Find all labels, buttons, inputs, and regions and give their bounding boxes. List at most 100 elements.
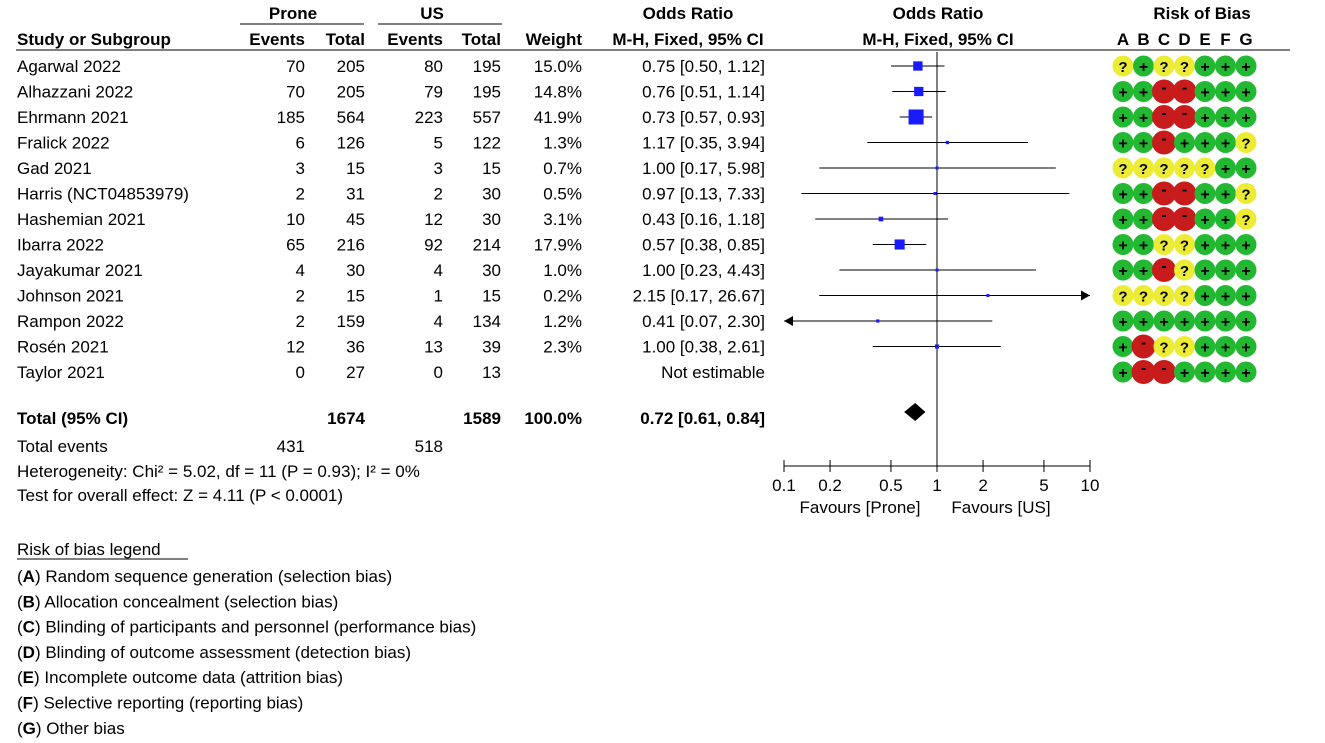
rob-symbol: + xyxy=(1221,161,1230,178)
col-events-1: Events xyxy=(249,30,305,49)
low-risk-dot xyxy=(1235,55,1257,77)
rob-symbol: - xyxy=(1141,335,1146,352)
unclear-risk-dot xyxy=(1174,157,1195,179)
x-tick-label: 2 xyxy=(978,476,987,495)
rob-symbol: - xyxy=(1161,131,1166,148)
header-or-table: Odds Ratio xyxy=(643,4,734,23)
high-risk-dot xyxy=(1152,360,1176,384)
rob-symbol: ? xyxy=(1118,59,1127,76)
study-total-1: 126 xyxy=(337,134,365,153)
rob-symbol: + xyxy=(1139,263,1148,280)
low-risk-dot xyxy=(1235,336,1257,357)
study-events-2: 92 xyxy=(424,236,443,255)
rob-grid: ? +?? + + ++ + - - + + ++ + - - + + ++ + - + + +?????? + ++ + - - +… xyxy=(1112,55,1257,384)
study-total-2: 134 xyxy=(473,312,501,331)
study-marker xyxy=(933,192,937,195)
rob-symbol: + xyxy=(1180,136,1189,153)
rob-symbol: ? xyxy=(1241,136,1250,153)
study-marker xyxy=(894,239,905,250)
total-diamond xyxy=(904,403,926,421)
rob-symbol: + xyxy=(1241,314,1250,331)
legend-items: (A) Random sequence generation (selectio… xyxy=(17,567,476,738)
rob-symbol: + xyxy=(1241,110,1250,127)
legend-item: (E) Incomplete outcome data (attrition b… xyxy=(17,668,343,687)
total-events-e2: 518 xyxy=(415,437,443,456)
study-events-1: 70 xyxy=(286,57,305,76)
unclear-risk-dot xyxy=(1174,234,1195,255)
rob-letter-d: D xyxy=(1178,30,1190,49)
study-marker xyxy=(876,319,880,323)
legend-item: (B) Allocation concealment (selection bi… xyxy=(17,592,338,611)
study-weight: 0.7% xyxy=(543,159,582,178)
rob-symbol: ? xyxy=(1159,340,1168,357)
unclear-risk-dot xyxy=(1112,285,1134,306)
rob-symbol: + xyxy=(1221,187,1230,204)
legend-paren-close: ) xyxy=(34,668,40,687)
study-marker xyxy=(935,166,939,170)
rob-symbol: + xyxy=(1221,238,1230,255)
low-risk-dot xyxy=(1194,132,1216,153)
unclear-risk-dot xyxy=(1174,259,1195,281)
rob-symbol: + xyxy=(1200,136,1209,153)
legend-text: Random sequence generation (selection bi… xyxy=(41,567,393,586)
legend-paren-close: ) xyxy=(35,618,41,637)
legend-item: (F) Selective reporting (reporting bias) xyxy=(17,694,303,713)
legend-letter: D xyxy=(23,643,35,662)
legend-text: Blinding of participants and personnel (… xyxy=(41,618,477,637)
legend-letter: B xyxy=(23,592,35,611)
header-rob: Risk of Bias xyxy=(1153,4,1250,23)
rob-symbol: + xyxy=(1241,238,1250,255)
col-total-2: Total xyxy=(462,30,501,49)
low-risk-dot xyxy=(1194,234,1216,255)
high-risk-dot xyxy=(1152,79,1176,104)
study-events-2: 3 xyxy=(434,159,443,178)
rob-symbol: + xyxy=(1139,238,1148,255)
study-name: Ehrmann 2021 xyxy=(17,108,129,127)
x-tick-label: 0.5 xyxy=(879,476,903,495)
legend-paren-close: ) xyxy=(35,567,41,586)
low-risk-dot xyxy=(1112,106,1134,128)
study-events-2: 4 xyxy=(434,261,443,280)
header-or-plot: Odds Ratio xyxy=(893,4,984,23)
rob-symbol: ? xyxy=(1180,263,1189,280)
rob-letter-b: B xyxy=(1137,30,1149,49)
unclear-risk-dot xyxy=(1133,157,1154,179)
rob-symbol: + xyxy=(1139,212,1148,229)
study-name: Hashemian 2021 xyxy=(17,210,146,229)
unclear-risk-dot xyxy=(1133,285,1154,306)
low-risk-dot xyxy=(1112,183,1134,204)
col-method: M-H, Fixed, 95% CI xyxy=(612,30,763,49)
x-tick-label: 1 xyxy=(932,476,941,495)
study-events-2: 2 xyxy=(434,185,443,204)
high-risk-dot xyxy=(1152,105,1176,129)
study-marker xyxy=(908,109,924,125)
rob-symbol: + xyxy=(1200,365,1209,382)
rob-symbol: - xyxy=(1182,105,1187,122)
study-or-text: 0.75 [0.50, 1.12] xyxy=(642,57,765,76)
rob-symbol: ? xyxy=(1241,187,1250,204)
study-total-2: 122 xyxy=(473,134,501,153)
low-risk-dot xyxy=(1235,310,1257,332)
study-rows: Agarwal 2022 70 205 80 195 15.0% 0.75 [0.50, 1… xyxy=(17,57,765,382)
rob-symbol: + xyxy=(1118,85,1127,102)
rob-symbol: - xyxy=(1161,360,1166,377)
legend-paren-open: ( xyxy=(17,567,23,586)
legend-paren-open: ( xyxy=(17,719,23,738)
study-or-text: 0.97 [0.13, 7.33] xyxy=(642,185,765,204)
high-risk-dot xyxy=(1172,79,1197,104)
rob-symbol: + xyxy=(1221,365,1230,382)
rob-symbol: + xyxy=(1118,314,1127,331)
low-risk-dot xyxy=(1112,259,1134,281)
rob-symbol: + xyxy=(1200,289,1209,306)
study-total-2: 30 xyxy=(482,261,501,280)
study-total-2: 557 xyxy=(473,108,501,127)
study-events-1: 185 xyxy=(277,108,305,127)
low-risk-dot xyxy=(1215,259,1236,281)
rob-symbol: - xyxy=(1161,182,1166,199)
rob-symbol: + xyxy=(1241,161,1250,178)
rob-symbol: ? xyxy=(1118,161,1127,178)
rob-symbol: + xyxy=(1241,289,1250,306)
rob-symbol: - xyxy=(1182,80,1187,97)
legend-text: Other bias xyxy=(42,719,125,738)
low-risk-dot xyxy=(1194,183,1216,204)
